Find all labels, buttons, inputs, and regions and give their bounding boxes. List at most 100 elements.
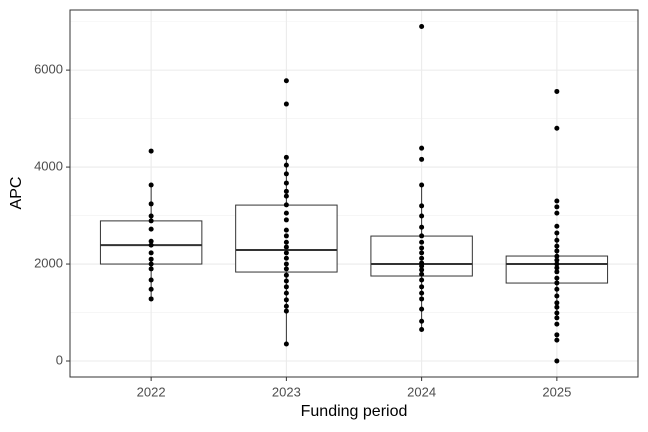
point <box>419 239 425 245</box>
point <box>148 266 154 272</box>
point <box>283 261 289 267</box>
point <box>554 337 560 343</box>
point <box>283 297 289 303</box>
point <box>554 293 560 299</box>
point <box>148 238 154 244</box>
point <box>283 193 289 199</box>
point <box>283 180 289 186</box>
point <box>554 300 560 306</box>
point <box>283 217 289 223</box>
y-tick-label: 4000 <box>34 159 63 174</box>
point <box>419 203 425 209</box>
plot-border <box>69 9 639 378</box>
point <box>419 284 425 290</box>
point <box>419 156 425 162</box>
point <box>419 306 425 312</box>
point <box>283 278 289 284</box>
x-tick-label: 2022 <box>137 384 166 399</box>
point <box>148 182 154 188</box>
point <box>283 244 289 250</box>
point <box>554 358 560 364</box>
point <box>283 272 289 278</box>
point <box>283 227 289 233</box>
point <box>283 162 289 168</box>
point <box>554 210 560 216</box>
point <box>419 271 425 277</box>
point <box>554 265 560 271</box>
y-axis-title: APC <box>8 177 25 210</box>
point <box>283 290 289 296</box>
point <box>554 261 560 267</box>
point <box>419 213 425 219</box>
x-tick-label: 2023 <box>272 384 301 399</box>
point <box>554 248 560 254</box>
point <box>283 284 289 290</box>
point <box>554 223 560 229</box>
point <box>283 303 289 309</box>
point <box>554 237 560 243</box>
point <box>554 280 560 286</box>
point <box>283 233 289 239</box>
x-tick-label: 2025 <box>542 384 571 399</box>
point <box>554 310 560 316</box>
point <box>554 243 560 249</box>
y-tick-label: 0 <box>56 352 63 367</box>
point <box>283 210 289 216</box>
point <box>554 315 560 321</box>
point <box>283 78 289 84</box>
point <box>148 213 154 219</box>
point <box>554 321 560 327</box>
point <box>554 257 560 263</box>
point <box>554 332 560 338</box>
point <box>554 269 560 275</box>
y-tick-label: 2000 <box>34 255 63 270</box>
point <box>283 250 289 256</box>
point <box>148 277 154 283</box>
point <box>148 256 154 262</box>
point <box>283 188 289 194</box>
point <box>554 304 560 310</box>
point <box>554 275 560 281</box>
x-tick-label: 2024 <box>407 384 436 399</box>
point <box>419 245 425 251</box>
point <box>419 23 425 29</box>
point <box>283 154 289 160</box>
point <box>419 263 425 269</box>
point <box>554 204 560 210</box>
point <box>283 171 289 177</box>
point <box>283 341 289 347</box>
point <box>148 242 154 248</box>
point <box>283 266 289 272</box>
point <box>419 326 425 332</box>
point <box>283 101 289 107</box>
point <box>554 230 560 236</box>
point <box>554 286 560 292</box>
point <box>554 198 560 204</box>
point <box>419 277 425 283</box>
point <box>148 296 154 302</box>
point <box>148 226 154 232</box>
point <box>554 125 560 131</box>
point <box>419 296 425 302</box>
point <box>283 239 289 245</box>
point <box>419 267 425 273</box>
point <box>148 261 154 267</box>
point <box>554 88 560 94</box>
point <box>148 148 154 154</box>
point <box>419 182 425 188</box>
point <box>419 255 425 261</box>
point <box>148 201 154 207</box>
point <box>148 286 154 292</box>
box <box>235 204 338 273</box>
point <box>419 318 425 324</box>
point <box>419 145 425 151</box>
y-tick-label: 6000 <box>34 62 63 77</box>
point <box>148 250 154 256</box>
point <box>554 253 560 259</box>
point <box>283 255 289 261</box>
point <box>419 250 425 256</box>
point <box>419 290 425 296</box>
point <box>419 233 425 239</box>
point <box>148 218 154 224</box>
